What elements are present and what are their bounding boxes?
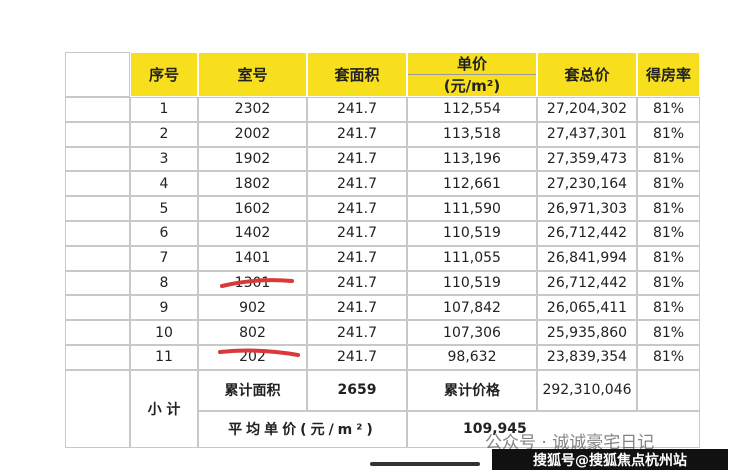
header-text: (元/m²) xyxy=(408,74,536,96)
data-cell: 241.7 xyxy=(307,320,407,345)
summary-cell: 累计价格 xyxy=(407,369,537,411)
summary-cell: 109,945 xyxy=(407,410,700,448)
data-cell: 81% xyxy=(637,270,700,296)
blank-cell xyxy=(65,52,130,97)
data-cell: 81% xyxy=(637,295,700,321)
data-cell: 81% xyxy=(637,97,700,122)
summary-label: 小 计 xyxy=(130,369,198,448)
data-cell: 2002 xyxy=(198,121,307,147)
summary-cell: 292,310,046 xyxy=(537,369,637,411)
header-cell: 序号 xyxy=(130,52,198,97)
data-cell: 241.7 xyxy=(307,97,407,122)
data-cell: 81% xyxy=(637,196,700,221)
data-cell: 107,306 xyxy=(407,320,537,345)
data-cell: 7 xyxy=(130,245,198,271)
data-cell: 81% xyxy=(637,345,700,370)
data-cell: 81% xyxy=(637,146,700,172)
data-cell: 81% xyxy=(637,121,700,147)
data-cell: 9 xyxy=(130,295,198,321)
data-cell: 3 xyxy=(130,146,198,172)
data-cell: 1902 xyxy=(198,146,307,172)
data-cell: 4 xyxy=(130,171,198,197)
data-cell: 27,359,473 xyxy=(537,146,637,172)
data-cell: 1 xyxy=(130,97,198,122)
blank-cell xyxy=(65,295,130,321)
blank-cell xyxy=(65,245,130,271)
blank-cell xyxy=(637,369,700,411)
data-cell: 26,065,411 xyxy=(537,295,637,321)
header-cell: 得房率 xyxy=(637,52,700,97)
data-cell: 1602 xyxy=(198,196,307,221)
watermark: 公众号 · 诚诚豪宅日记 xyxy=(485,433,655,453)
blank-cell xyxy=(65,97,130,122)
data-cell: 26,971,303 xyxy=(537,196,637,221)
data-cell: 113,196 xyxy=(407,146,537,172)
data-cell: 1401 xyxy=(198,245,307,271)
data-cell: 26,841,994 xyxy=(537,245,637,271)
data-cell: 11 xyxy=(130,345,198,370)
data-cell: 81% xyxy=(637,221,700,246)
home-bar xyxy=(370,462,480,466)
data-cell: 23,839,354 xyxy=(537,345,637,370)
data-cell: 241.7 xyxy=(307,121,407,147)
blank-cell xyxy=(65,196,130,221)
data-cell: 81% xyxy=(637,320,700,345)
data-cell: 241.7 xyxy=(307,196,407,221)
data-cell: 26,712,442 xyxy=(537,270,637,296)
data-cell: 27,437,301 xyxy=(537,121,637,147)
data-cell: 26,712,442 xyxy=(537,221,637,246)
blank-cell xyxy=(65,221,130,246)
data-cell: 2302 xyxy=(198,97,307,122)
data-cell: 113,518 xyxy=(407,121,537,147)
data-cell: 112,661 xyxy=(407,171,537,197)
data-cell: 802 xyxy=(198,320,307,345)
data-cell: 111,055 xyxy=(407,245,537,271)
data-cell: 241.7 xyxy=(307,245,407,271)
blank-cell xyxy=(65,146,130,172)
data-cell: 98,632 xyxy=(407,345,537,370)
data-cell: 81% xyxy=(637,245,700,271)
data-cell: 81% xyxy=(637,171,700,197)
data-cell: 1402 xyxy=(198,221,307,246)
data-cell: 5 xyxy=(130,196,198,221)
data-cell: 6 xyxy=(130,221,198,246)
data-cell: 8 xyxy=(130,270,198,296)
blank-cell xyxy=(65,345,130,370)
data-cell: 241.7 xyxy=(307,146,407,172)
data-cell: 241.7 xyxy=(307,345,407,370)
header-cell: 套总价 xyxy=(537,52,637,97)
data-cell: 27,230,164 xyxy=(537,171,637,197)
blank-cell xyxy=(65,121,130,147)
data-cell: 241.7 xyxy=(307,270,407,296)
data-cell: 110,519 xyxy=(407,221,537,246)
header-cell: 单价 (元/m²) xyxy=(407,52,537,97)
data-cell: 241.7 xyxy=(307,171,407,197)
summary-cell: 平均单价(元/m²) xyxy=(198,410,407,448)
blank-cell xyxy=(65,270,130,296)
data-cell: 27,204,302 xyxy=(537,97,637,122)
data-cell: 1301 xyxy=(198,270,307,296)
data-cell: 111,590 xyxy=(407,196,537,221)
data-cell: 1802 xyxy=(198,171,307,197)
data-cell: 241.7 xyxy=(307,221,407,246)
data-cell: 110,519 xyxy=(407,270,537,296)
summary-cell: 2659 xyxy=(307,369,407,411)
data-cell: 902 xyxy=(198,295,307,321)
summary-cell: 累计面积 xyxy=(198,369,307,411)
header-text: 单价 xyxy=(456,55,487,73)
blank-cell xyxy=(65,320,130,345)
data-cell: 112,554 xyxy=(407,97,537,122)
blank-cell xyxy=(65,171,130,197)
data-cell: 241.7 xyxy=(307,295,407,321)
header-cell: 套面积 xyxy=(307,52,407,97)
data-cell: 2 xyxy=(130,121,198,147)
blank-cell xyxy=(65,369,130,448)
data-cell: 107,842 xyxy=(407,295,537,321)
data-cell: 202 xyxy=(198,345,307,370)
watermark: 搜狐号@搜狐焦点杭州站 xyxy=(492,449,728,470)
data-cell: 10 xyxy=(130,320,198,345)
header-cell: 室号 xyxy=(198,52,307,97)
data-cell: 25,935,860 xyxy=(537,320,637,345)
